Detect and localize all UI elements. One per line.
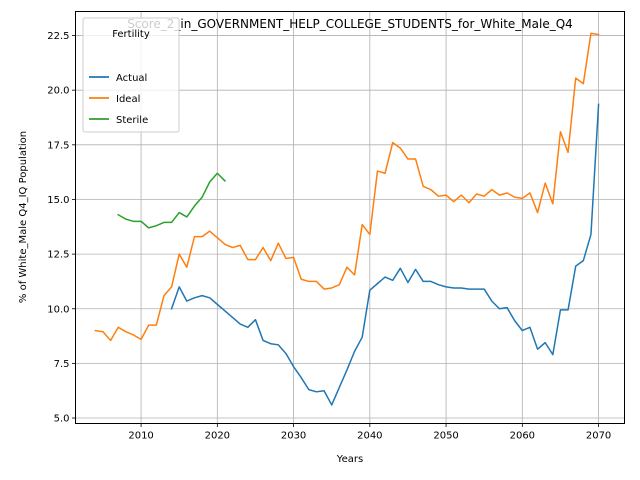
legend-title: Fertility <box>112 29 150 40</box>
y-axis-label: % of White_Male Q4_IQ Population <box>18 131 29 303</box>
x-axis-ticks: 2010 2020 2030 2040 2050 2060 2070 <box>128 423 611 442</box>
x-tick-label: 2060 <box>510 431 535 442</box>
series-line-sterile <box>117 172 227 229</box>
x-tick-label: 2040 <box>357 431 382 442</box>
y-tick-label: 5.0 <box>54 414 70 425</box>
x-axis-label: Years <box>336 454 363 465</box>
chart-title: Score_2_in_GOVERNMENT_HELP_COLLEGE_STUDE… <box>127 17 573 31</box>
legend-label-ideal: Ideal <box>116 94 140 105</box>
legend-label-sterile: Sterile <box>116 115 148 126</box>
series-lines <box>94 32 600 406</box>
x-tick-label: 2050 <box>433 431 458 442</box>
series-line-ideal <box>94 32 600 342</box>
x-tick-label: 2010 <box>128 431 153 442</box>
series-line-actual <box>170 103 600 406</box>
grid <box>75 11 625 424</box>
x-tick-label: 2030 <box>281 431 306 442</box>
y-tick-label: 10.0 <box>47 304 69 315</box>
x-tick-label: 2020 <box>205 431 230 442</box>
y-tick-label: 20.0 <box>47 86 69 97</box>
y-axis-ticks: 5.0 7.5 10.0 12.5 15.0 17.5 20.0 22.5 <box>47 31 76 425</box>
y-tick-label: 22.5 <box>47 31 69 42</box>
y-tick-label: 17.5 <box>47 140 69 151</box>
y-tick-label: 12.5 <box>47 250 69 261</box>
legend-box <box>82 17 180 133</box>
x-tick-label: 2070 <box>586 431 611 442</box>
legend-label-actual: Actual <box>116 73 147 84</box>
y-tick-label: 7.5 <box>54 359 70 370</box>
y-tick-label: 15.0 <box>47 195 69 206</box>
plot-frame <box>75 11 625 424</box>
legend: Fertility Actual Ideal Sterile <box>82 17 180 133</box>
